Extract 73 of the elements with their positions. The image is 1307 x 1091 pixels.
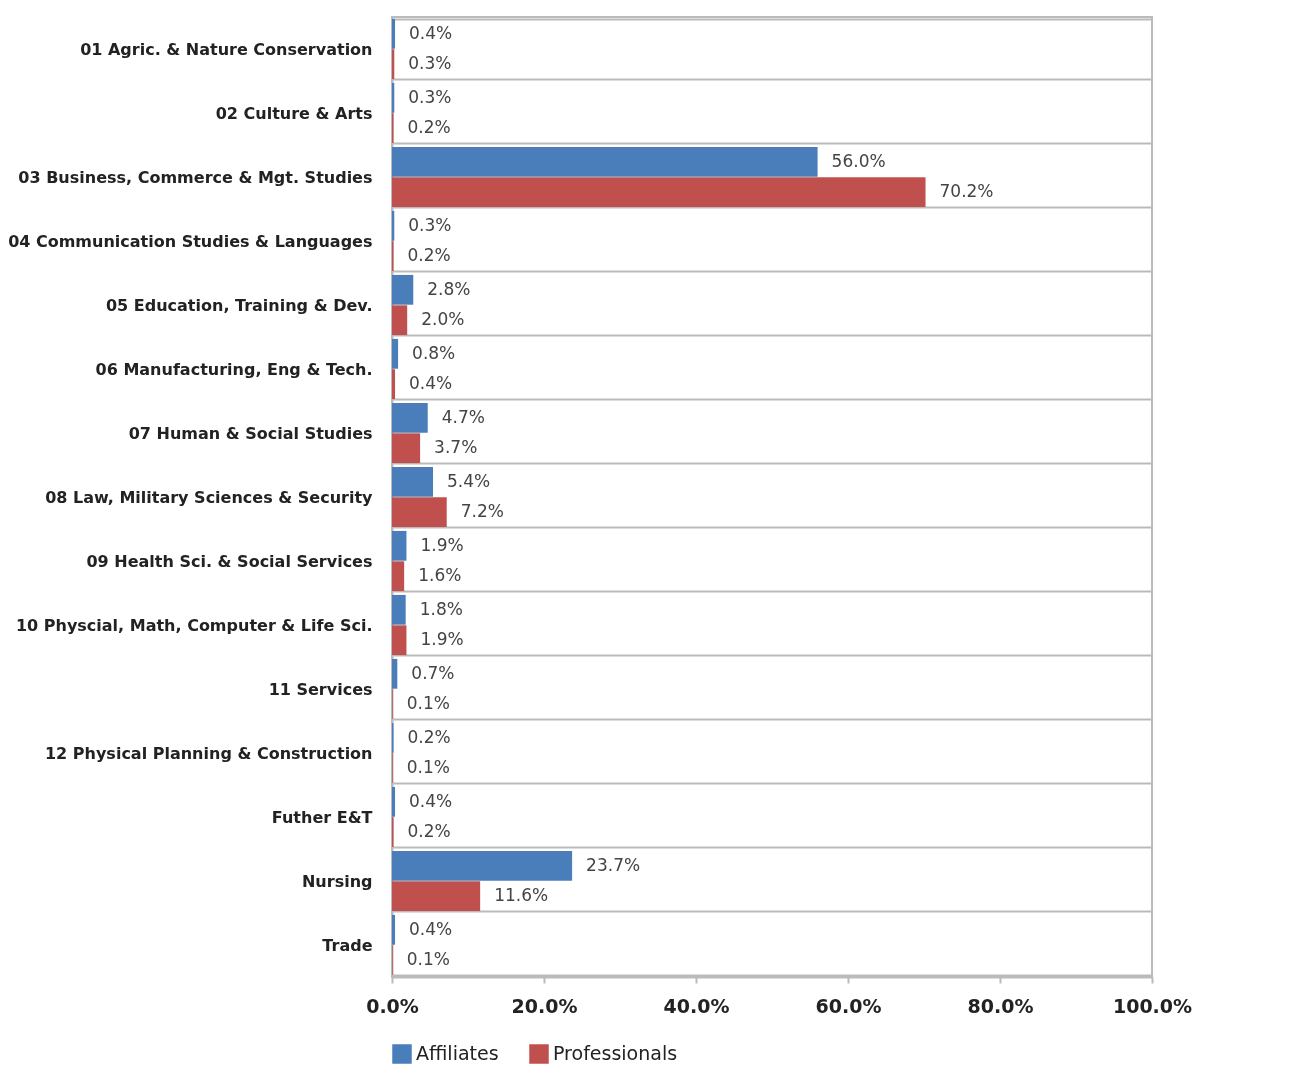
- y-tick-label: 03 Business, Commerce & Mgt. Studies: [18, 167, 373, 187]
- bar: [392, 497, 447, 528]
- data-label: 0.1%: [406, 757, 450, 778]
- bar: [392, 658, 398, 689]
- y-tick-label: 07 Human & Social Studies: [128, 423, 373, 443]
- data-label: 1.6%: [418, 565, 462, 586]
- data-label: 7.2%: [460, 501, 504, 522]
- y-tick-label: 11 Services: [268, 679, 373, 699]
- bar: [392, 146, 818, 177]
- data-label: 0.4%: [409, 790, 453, 811]
- data-label: 0.3%: [408, 53, 452, 74]
- x-tick-label: 40.0%: [663, 994, 730, 1017]
- data-label: 1.9%: [420, 534, 464, 555]
- y-tick-label: 01 Agric. & Nature Conservation: [80, 39, 373, 59]
- data-label: 0.1%: [406, 949, 450, 970]
- data-label: 1.8%: [419, 598, 463, 619]
- legend-label: Affiliates: [416, 1042, 499, 1064]
- data-label: 23.7%: [586, 854, 641, 875]
- y-tick-label: 12 Physical Planning & Construction: [44, 743, 373, 763]
- bar: [392, 881, 481, 912]
- bar: [392, 274, 414, 305]
- y-tick-label: 10 Physcial, Math, Computer & Life Sci.: [15, 615, 373, 635]
- data-label: 4.7%: [441, 406, 485, 427]
- data-label: 0.4%: [409, 373, 453, 394]
- y-tick-label: Nursing: [301, 871, 373, 891]
- y-tick-label: 02 Culture & Arts: [215, 103, 373, 123]
- data-label: 3.7%: [434, 437, 478, 458]
- data-label: 0.1%: [406, 693, 450, 714]
- y-tick-label: Futher E&T: [271, 807, 373, 827]
- bar: [392, 369, 396, 400]
- bar: [392, 338, 399, 369]
- data-label: 1.9%: [420, 629, 464, 650]
- bar: [392, 786, 396, 817]
- data-label: 0.4%: [409, 918, 453, 939]
- bar: [392, 594, 406, 625]
- x-tick-label: 60.0%: [815, 994, 882, 1017]
- bar: [392, 402, 428, 433]
- data-label: 70.2%: [939, 181, 994, 202]
- bar: [392, 466, 434, 497]
- data-label: 2.0%: [421, 309, 465, 330]
- y-tick-label: 08 Law, Military Sciences & Security: [45, 487, 374, 507]
- data-label: 11.6%: [494, 885, 549, 906]
- y-tick-label: 06 Manufacturing, Eng & Tech.: [95, 359, 373, 379]
- y-tick-label: 04 Communication Studies & Languages: [8, 231, 373, 251]
- data-label: 0.2%: [407, 245, 451, 266]
- bar: [392, 850, 573, 881]
- data-label: 0.7%: [411, 662, 455, 683]
- data-label: 0.2%: [407, 117, 451, 138]
- data-label: 0.8%: [412, 342, 456, 363]
- bar: [392, 625, 407, 656]
- bar: [392, 561, 405, 592]
- legend-label: Professionals: [553, 1042, 678, 1064]
- x-tick-label: 0.0%: [366, 994, 419, 1017]
- bar: [392, 177, 926, 208]
- x-tick-label: 100.0%: [1112, 994, 1193, 1017]
- y-tick-label: 09 Health Sci. & Social Services: [86, 551, 373, 571]
- data-label: 0.3%: [408, 214, 452, 235]
- data-label: 0.2%: [407, 726, 451, 747]
- bar: [392, 914, 396, 945]
- bar: [392, 433, 421, 464]
- data-label: 56.0%: [831, 150, 886, 171]
- data-label: 2.8%: [427, 278, 471, 299]
- bar: [392, 530, 407, 561]
- data-label: 0.4%: [409, 22, 453, 43]
- x-tick-label: 80.0%: [967, 994, 1034, 1017]
- bar: [392, 305, 408, 336]
- y-tick-label: Trade: [322, 935, 373, 955]
- x-tick-label: 20.0%: [511, 994, 578, 1017]
- bar: [392, 18, 396, 49]
- data-label: 0.3%: [408, 86, 452, 107]
- y-tick-label: 05 Education, Training & Dev.: [105, 295, 373, 315]
- data-label: 5.4%: [447, 470, 491, 491]
- data-label: 0.2%: [407, 821, 451, 842]
